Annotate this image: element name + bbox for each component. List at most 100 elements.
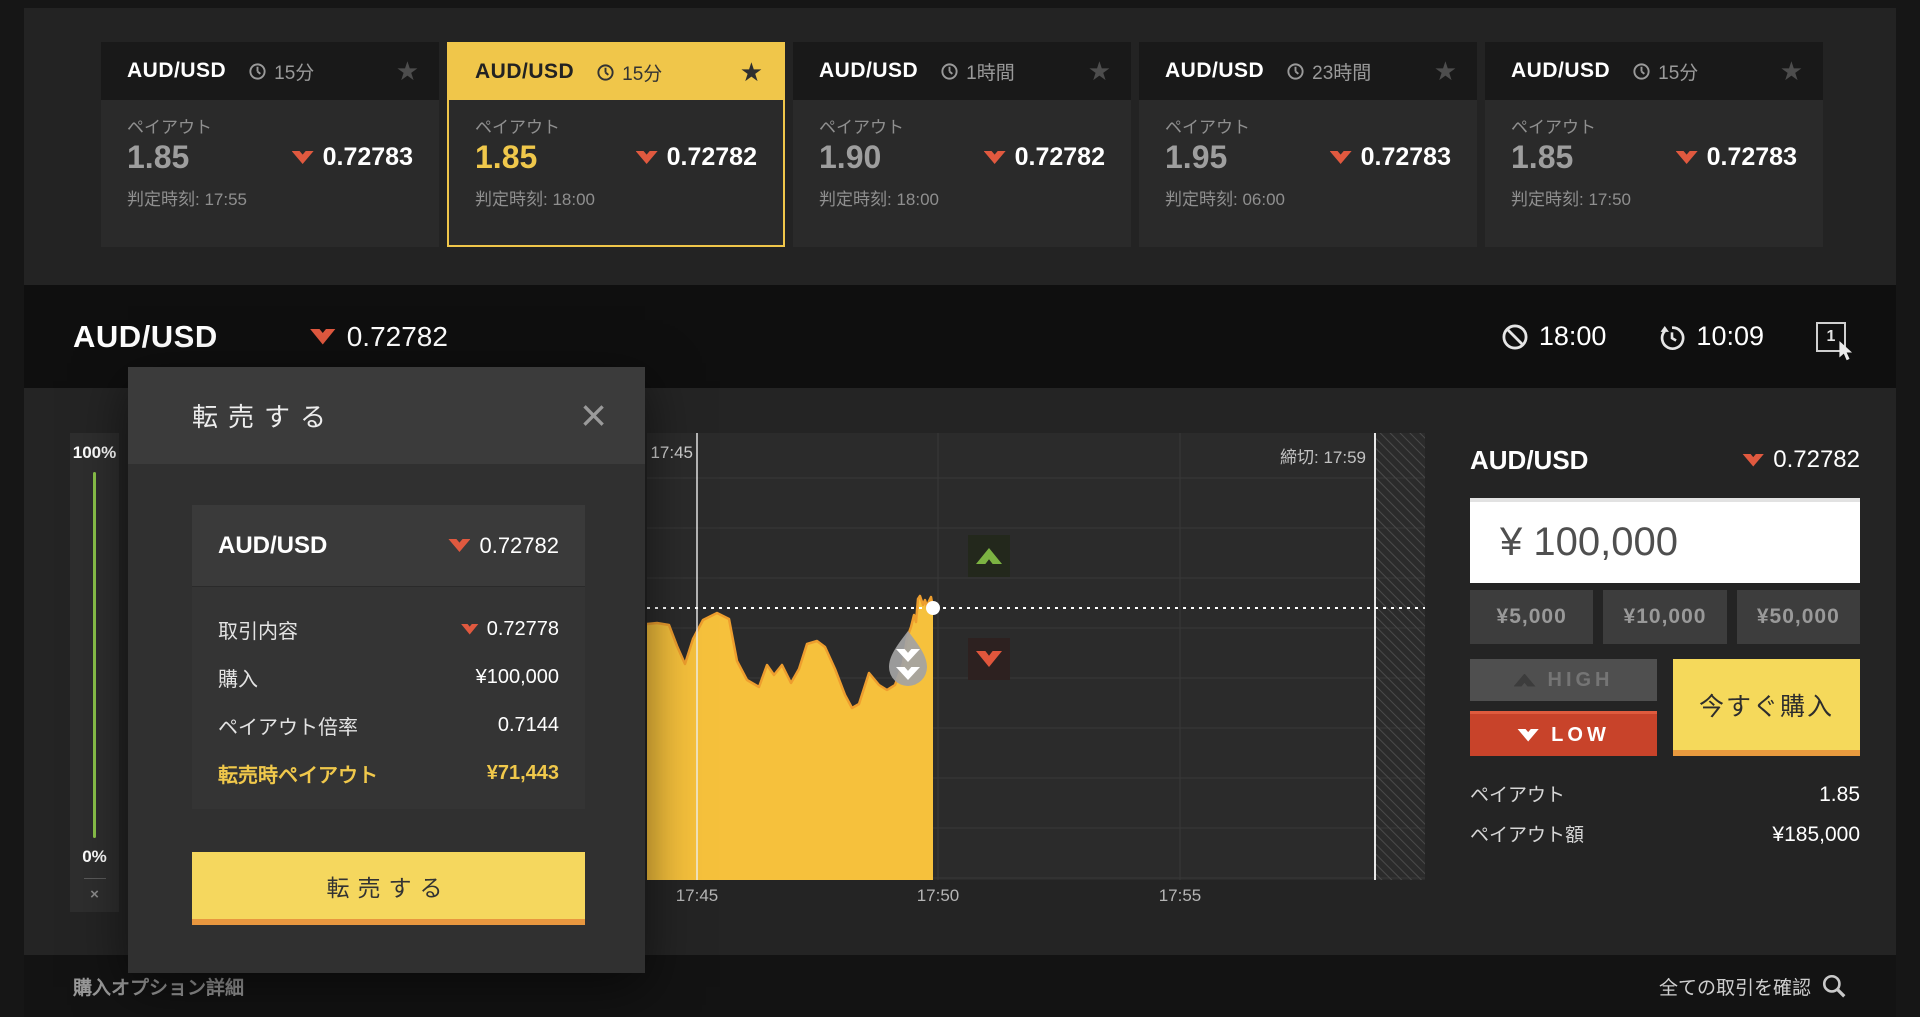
asset-card-5[interactable]: AUD/USD 15分 ★ ペイアウト 1.85 0.72783 判定時刻: 1… bbox=[1485, 42, 1823, 247]
asset-card-header: AUD/USD 23時間 ★ bbox=[1139, 42, 1477, 100]
payout-label: ペイアウト bbox=[819, 118, 904, 137]
payout-rate-value: 1.85 bbox=[1819, 783, 1860, 806]
price-down-chevron-icon bbox=[1742, 453, 1765, 467]
payout-value: 1.95 bbox=[1165, 139, 1228, 175]
low-button[interactable]: LOW bbox=[1470, 711, 1657, 756]
price-value: 0.72783 bbox=[1706, 143, 1797, 171]
payout-label: ペイアウト bbox=[475, 118, 560, 137]
amount-input[interactable]: ¥ 100,000 bbox=[1470, 498, 1860, 583]
gauge-close-icon[interactable]: × bbox=[90, 886, 99, 903]
asset-card-body: ペイアウト 1.95 0.72783 判定時刻: 06:00 bbox=[1139, 100, 1477, 210]
gauge-top-label: 100% bbox=[72, 443, 117, 462]
gauge-divider bbox=[83, 878, 106, 879]
resell-confirm-button[interactable]: 転売する bbox=[192, 852, 585, 925]
chevron-up-icon bbox=[1513, 673, 1536, 687]
judgement-time: 判定時刻: 17:55 bbox=[127, 190, 247, 209]
payout-gauge-panel: 100% 0% × bbox=[70, 433, 119, 912]
resell-row-purchase: 購入 ¥100,000 bbox=[218, 665, 559, 691]
x-axis-tick: 17:55 bbox=[1158, 886, 1202, 905]
judgement-time: 判定時刻: 18:00 bbox=[475, 190, 595, 209]
favorite-star-icon[interactable]: ★ bbox=[1087, 56, 1111, 86]
duration: 15分 bbox=[596, 59, 662, 86]
x-axis-tick: 17:50 bbox=[916, 886, 960, 905]
favorite-star-icon[interactable]: ★ bbox=[1433, 56, 1457, 86]
trade-price: 0.72782 bbox=[1742, 446, 1860, 474]
gauge-bottom-label: 0% bbox=[82, 847, 107, 866]
gauge-bar bbox=[93, 472, 96, 838]
instrument-price: 0.72782 bbox=[309, 321, 448, 353]
chevron-down-icon bbox=[1517, 728, 1540, 742]
payout-rate-label: ペイアウト bbox=[1470, 785, 1566, 806]
payout-amount-value: ¥185,000 bbox=[1772, 823, 1860, 846]
favorite-star-icon[interactable]: ★ bbox=[739, 57, 763, 87]
purchase-option-details-link[interactable]: 購入オプション詳細 bbox=[73, 977, 245, 999]
favorite-star-icon[interactable]: ★ bbox=[395, 56, 419, 86]
high-button[interactable]: HIGH bbox=[1470, 659, 1657, 701]
price-value: 0.72783 bbox=[1360, 143, 1451, 171]
asset-card-1[interactable]: AUD/USD 15分 ★ ペイアウト 1.85 0.72783 判定時刻: 1… bbox=[101, 42, 439, 247]
trade-panel: AUD/USD 0.72782 ¥ 100,000 ¥5,000 ¥10,000… bbox=[1470, 440, 1860, 847]
payout-value: 1.90 bbox=[819, 139, 882, 175]
duration: 15分 bbox=[1632, 58, 1698, 85]
clock-icon bbox=[941, 62, 958, 80]
quick-amount-50000-button[interactable]: ¥50,000 bbox=[1736, 590, 1860, 644]
asset-card-body: ペイアウト 1.90 0.72782 判定時刻: 18:00 bbox=[793, 100, 1131, 210]
payout-value: 1.85 bbox=[127, 139, 190, 175]
asset-card-4[interactable]: AUD/USD 23時間 ★ ペイアウト 1.95 0.72783 判定時刻: … bbox=[1139, 42, 1477, 247]
price-down-chevron-icon bbox=[448, 539, 471, 552]
duration: 15分 bbox=[248, 58, 314, 85]
resell-modal-title: 転売する bbox=[192, 402, 337, 432]
price-value: 0.72782 bbox=[1014, 143, 1105, 171]
asset-card-2-selected[interactable]: AUD/USD 15分 ★ ペイアウト 1.85 0.72782 判定時刻: 1… bbox=[447, 42, 785, 247]
resell-modal-header: 転売する × bbox=[128, 367, 645, 464]
asset-card-header: AUD/USD 15分 ★ bbox=[1485, 42, 1823, 100]
no-entry-icon bbox=[1502, 324, 1528, 349]
asset-card-header: AUD/USD 15分 ★ bbox=[101, 42, 439, 100]
clock-icon bbox=[249, 62, 266, 80]
judgement-time: 判定時刻: 06:00 bbox=[1165, 190, 1285, 209]
one-click-trade-icon[interactable]: 1 bbox=[1816, 321, 1853, 360]
quick-amount-10000-button[interactable]: ¥10,000 bbox=[1603, 590, 1727, 644]
cursor-icon bbox=[1839, 340, 1853, 360]
payout-label: ペイアウト bbox=[1165, 118, 1250, 137]
asset-card-body: ペイアウト 1.85 0.72783 判定時刻: 17:55 bbox=[101, 100, 439, 210]
one-click-count: 1 bbox=[1826, 327, 1836, 345]
duration: 23時間 bbox=[1286, 58, 1371, 85]
instrument-title: AUD/USD bbox=[73, 318, 218, 354]
asset-card-body: ペイアウト 1.85 0.72782 判定時刻: 18:00 bbox=[449, 100, 783, 210]
payout-label: ペイアウト bbox=[127, 118, 212, 137]
asset-card-header: AUD/USD 15分 ★ bbox=[449, 44, 783, 100]
chart-start-time-label: 17:45 bbox=[650, 443, 693, 462]
price-down-chevron-icon bbox=[635, 151, 658, 164]
asset-card-header: AUD/USD 1時間 ★ bbox=[793, 42, 1131, 100]
price-value: 0.72782 bbox=[666, 143, 757, 171]
quick-amount-5000-button[interactable]: ¥5,000 bbox=[1470, 590, 1594, 644]
price-down-chevron-icon bbox=[460, 623, 479, 635]
clock-icon bbox=[597, 63, 614, 81]
x-axis-tick: 17:45 bbox=[675, 886, 719, 905]
buy-now-button[interactable]: 今すぐ購入 bbox=[1673, 659, 1860, 756]
resell-details-panel: AUD/USD 0.72782 取引内容 0.72778 購入 ¥100,000… bbox=[192, 505, 585, 809]
clock-icon bbox=[1633, 62, 1650, 80]
asset-symbol: AUD/USD bbox=[1511, 59, 1611, 82]
payout-amount-label: ペイアウト額 bbox=[1470, 825, 1585, 846]
price-down-chevron-icon bbox=[1329, 151, 1352, 164]
history-clock-icon bbox=[1660, 325, 1685, 350]
resell-row-trade: 取引内容 0.72778 bbox=[218, 617, 559, 643]
price-down-chevron-icon bbox=[309, 328, 336, 345]
entry-close-time: 18:00 bbox=[1501, 321, 1606, 352]
asset-card-3[interactable]: AUD/USD 1時間 ★ ペイアウト 1.90 0.72782 判定時刻: 1… bbox=[793, 42, 1131, 247]
payout-label: ペイアウト bbox=[1511, 118, 1596, 137]
chart-deadline-label: 締切: 17:59 bbox=[1280, 448, 1366, 467]
favorite-star-icon[interactable]: ★ bbox=[1779, 56, 1803, 86]
asset-symbol: AUD/USD bbox=[819, 59, 919, 82]
resell-current-price: 0.72782 bbox=[448, 533, 559, 559]
view-all-trades-link[interactable]: 全ての取引を確認 bbox=[1659, 973, 1847, 1000]
history-time: 10:09 bbox=[1658, 321, 1764, 352]
payout-value: 1.85 bbox=[1511, 139, 1574, 175]
payout-value: 1.85 bbox=[475, 139, 538, 175]
price-chart[interactable] bbox=[646, 433, 1425, 880]
price-down-chevron-icon bbox=[291, 151, 314, 164]
close-icon[interactable]: × bbox=[580, 389, 607, 442]
price-value: 0.72783 bbox=[322, 143, 413, 171]
